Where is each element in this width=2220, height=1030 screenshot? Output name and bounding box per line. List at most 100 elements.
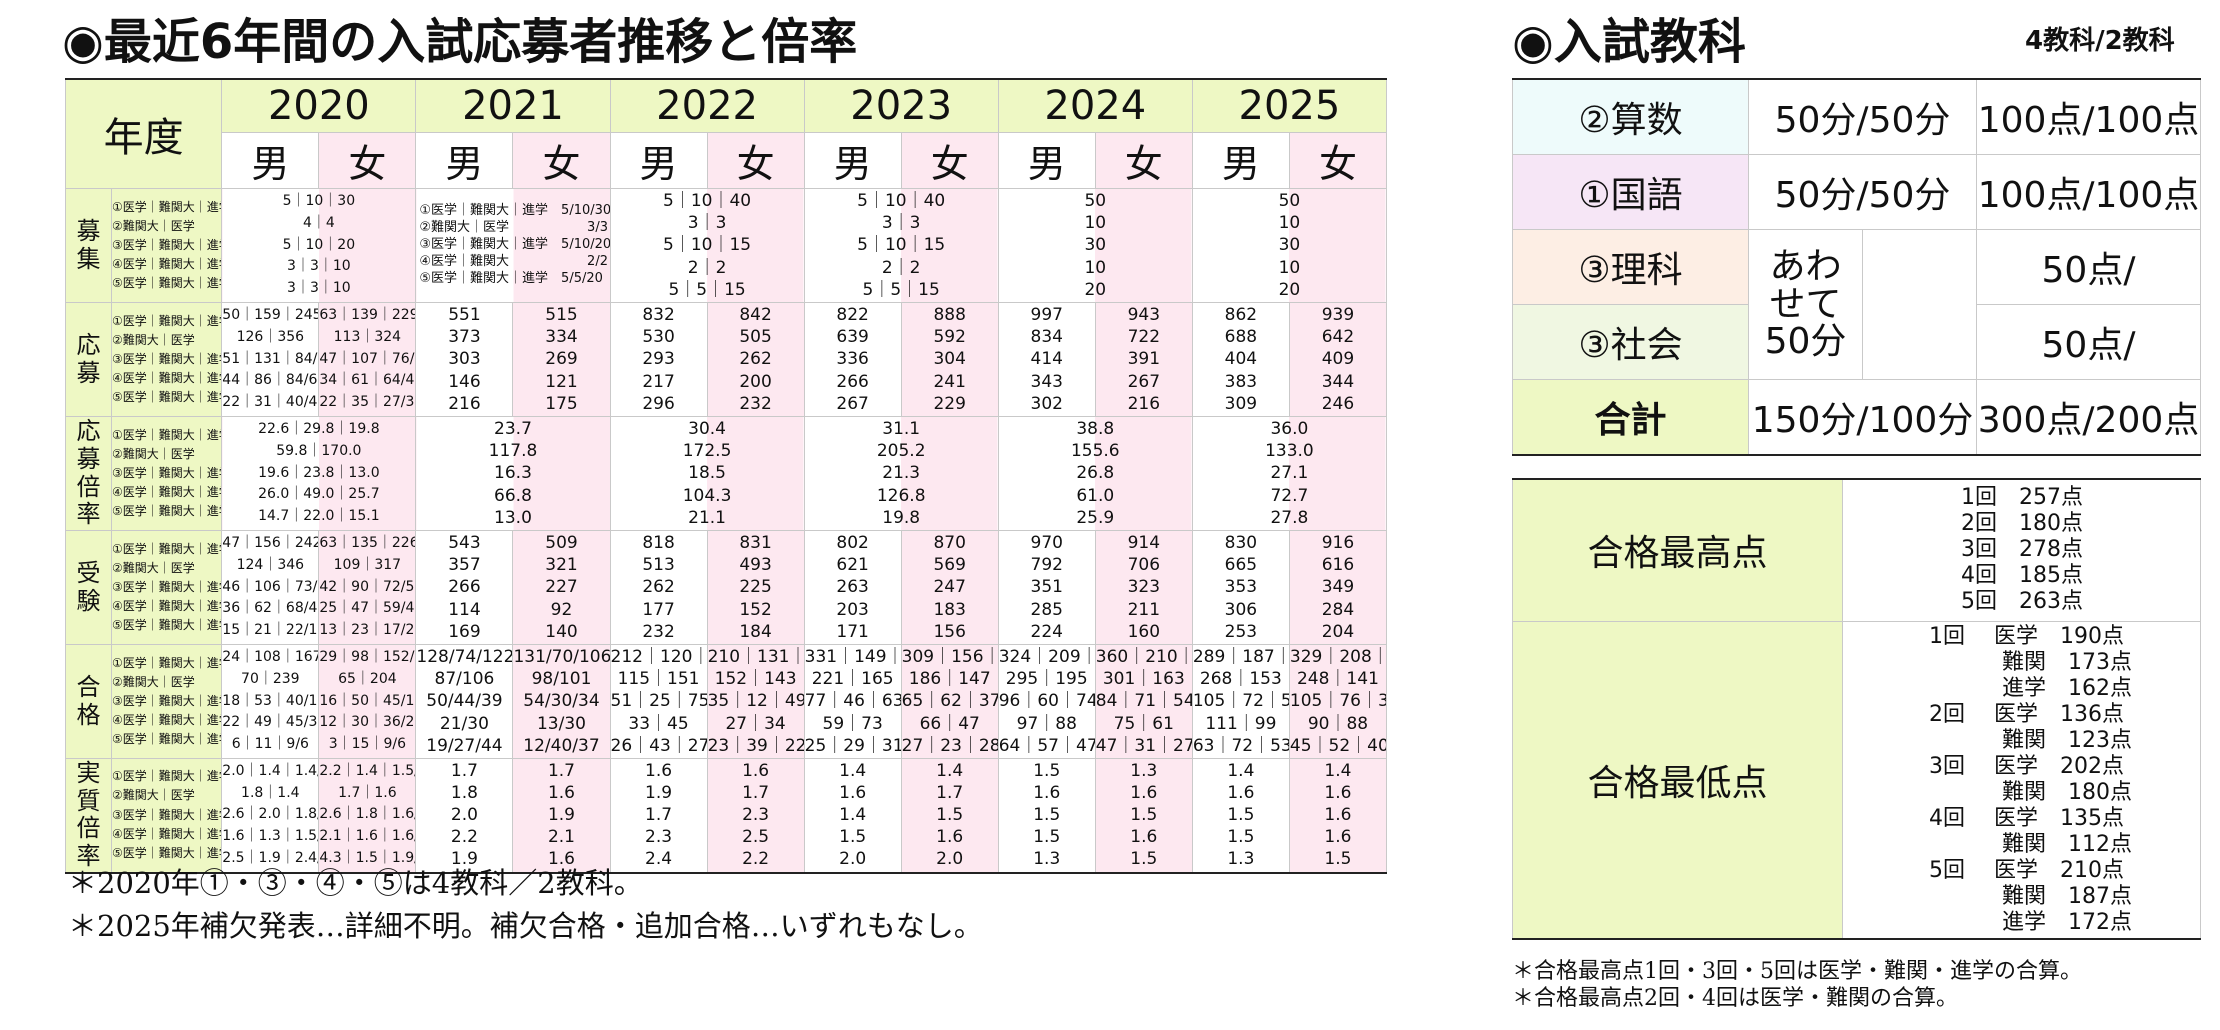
section-label-line: 受験 (76, 558, 101, 615)
section-label: 募集 (65, 188, 112, 303)
cell-line: 6｜11｜9/6 (231, 736, 309, 753)
male-cell: 997 834 414 343 302 (997, 302, 1096, 417)
female-cell: 943 722 391 267 216 (1094, 302, 1193, 417)
cell-line: 303 (448, 349, 481, 370)
cell-line: 156 (933, 621, 966, 642)
cell-line: 302 (1030, 393, 1063, 414)
cell-line: 26.8 (1076, 463, 1115, 484)
cell-line: 19/27/44 (426, 735, 503, 756)
year-cell: 31.1 205.2 21.3 126.8 19.8 (803, 416, 999, 531)
section-label: 応募 (65, 302, 112, 417)
cell-line: 285 (1030, 599, 1063, 620)
cell-line: 50/44/39 (426, 691, 503, 712)
cell-line: ②難関大｜医学 3/3 (419, 220, 608, 236)
male-header: 男 (221, 132, 320, 189)
subject-name: 合計 (1512, 379, 1749, 456)
male-cell: 862 688 404 383 309 (1191, 302, 1290, 417)
cell-line: 152 (739, 599, 772, 620)
cell-line: 2.6｜2.0｜1.8/2.1 (222, 806, 318, 823)
max-score-values: 1回 257点 2回 180点 3回 278点 4回 185点 5回 263点 (1842, 478, 2201, 622)
subject-row-japanese: ①国語 50分/50分 100点/100点 (1512, 154, 2201, 230)
cell-line: 84｜71｜54 (1095, 691, 1193, 712)
min-score-label: 合格最低点 (1512, 620, 1843, 940)
subject-points: 100点/100点 (1976, 78, 2201, 155)
male-cell: 24｜108｜167/29 70｜239 18｜53｜40/17 22｜49｜45/3… (221, 644, 320, 759)
cell-line: 2.2 (450, 827, 478, 848)
course-label: ①医学｜難関大｜進学 (111, 769, 222, 784)
subject-name: ②算数 (1512, 78, 1749, 155)
male-header: 男 (1191, 132, 1290, 189)
female-cell: 939 642 409 344 246 (1288, 302, 1388, 417)
cell-line: 943 (1127, 305, 1161, 326)
cell-line: ⑤医学｜難関大｜進学 5/5/20 (419, 270, 603, 286)
max-score-row: 合格最高点 1回 257点 2回 180点 3回 278点 4回 185点 5回 263… (1512, 478, 2201, 622)
year-cell: 5｜10｜40 3｜3 5｜10｜15 2｜2 5｜5｜15 (803, 188, 999, 303)
cell-line: 870 (933, 533, 966, 554)
course-label: ③医学｜難関大｜進学 (111, 237, 222, 252)
empty-cell (1862, 229, 1977, 380)
cell-line: 33｜45 (628, 713, 689, 734)
cell-line: 834 (1030, 327, 1063, 348)
cell-line: 309｜156｜137 (901, 647, 999, 668)
cell-line: 3｜15｜9/6 (328, 736, 406, 753)
cell-line: 916 (1321, 533, 1355, 554)
min-score-line: 進学 172点 (1929, 909, 2132, 935)
male-cell: 818 513 262 177 232 (609, 530, 708, 645)
min-score-line: 難関 187点 (1929, 883, 2132, 909)
cell-line: 2.2｜1.4｜1.5/2.4 (319, 763, 415, 780)
cell-line: 262 (642, 577, 675, 598)
course-label: ⑤医学｜難関大｜進学 (111, 390, 222, 405)
cell-line: 5｜10｜40 (857, 191, 946, 212)
subject-name: ①国語 (1512, 154, 1749, 230)
cell-line: 642 (1321, 327, 1355, 348)
male-cell: 47｜156｜242/61 124｜346 46｜106｜73/36 36｜62｜68… (221, 530, 320, 645)
cell-line: 54/30/34 (523, 691, 600, 712)
female-cell: 1.7 1.6 1.9 2.1 1.6 (512, 758, 611, 873)
cell-line: 1.7 (742, 783, 770, 804)
cell-line: 1.5 (1033, 761, 1061, 782)
cell-line: 269 (545, 349, 578, 370)
year-cell: 36.0 133.0 27.1 72.7 27.8 (1191, 416, 1388, 531)
cell-line: 35｜12｜49 (707, 691, 805, 712)
cell-line: 1.6 (839, 783, 867, 804)
course-list: ①医学｜難関大｜進学 ②難関大｜医学 ③医学｜難関大｜進学 ④医学｜難関大｜進学 ⑤医学… (110, 302, 223, 417)
cell-line: 61.0 (1076, 485, 1115, 506)
cell-line: 18.5 (688, 463, 726, 484)
cell-line: 229 (933, 393, 966, 414)
cell-line: 113｜324 (333, 328, 402, 345)
cell-line: 97｜88 (1016, 713, 1077, 734)
cell-line: 802 (836, 533, 869, 554)
cell-line: 284 (1321, 599, 1355, 620)
course-label: ②難関大｜医学 (111, 446, 195, 461)
male-header: 男 (997, 132, 1096, 189)
female-header: 女 (1288, 132, 1388, 189)
course-label: ④医学｜難関大｜進学 (111, 371, 222, 386)
cell-line: 621 (836, 555, 869, 576)
cell-line: 50 (1278, 191, 1301, 212)
cell-line: 133.0 (1265, 441, 1314, 462)
cell-line: 409 (1321, 349, 1355, 370)
female-header: 女 (1094, 132, 1193, 189)
cell-line: 349 (1321, 577, 1355, 598)
cell-line: 1.5 (1033, 805, 1061, 826)
section-row: 受験 ①医学｜難関大｜進学 ②難関大｜医学 ③医学｜難関大｜進学 ④医学｜難関大｜進学 ⑤… (65, 530, 1388, 645)
subject-points: 100点/100点 (1976, 154, 2201, 230)
cell-line: 205.2 (876, 441, 926, 462)
cell-line: 1.6 (1033, 783, 1061, 804)
cell-line: 10 (1278, 213, 1301, 234)
min-score-line: 5回 医学 210点 (1929, 857, 2124, 883)
section-label: 実質 倍率 (65, 758, 112, 873)
max-score-line: 5回 263点 (1961, 589, 2083, 615)
cell-line: 36｜62｜68/47 (222, 600, 319, 617)
cell-line: 12｜30｜36/22 (319, 714, 416, 731)
cell-line: 914 (1127, 533, 1161, 554)
cell-line: 204 (1321, 621, 1355, 642)
course-label: ④医学｜難関大｜進学 (111, 485, 222, 500)
subject-points: 300点/200点 (1976, 379, 2201, 456)
male-header: 男 (415, 132, 514, 189)
cell-line: 2｜2 (881, 257, 921, 278)
course-list: ①医学｜難関大｜進学 ②難関大｜医学 ③医学｜難関大｜進学 ④医学｜難関大｜進学 ⑤医学… (110, 644, 223, 759)
female-header: 女 (900, 132, 999, 189)
cell-line: 30.4 (688, 419, 726, 440)
course-label: ⑤医学｜難関大｜進学 (111, 504, 222, 519)
